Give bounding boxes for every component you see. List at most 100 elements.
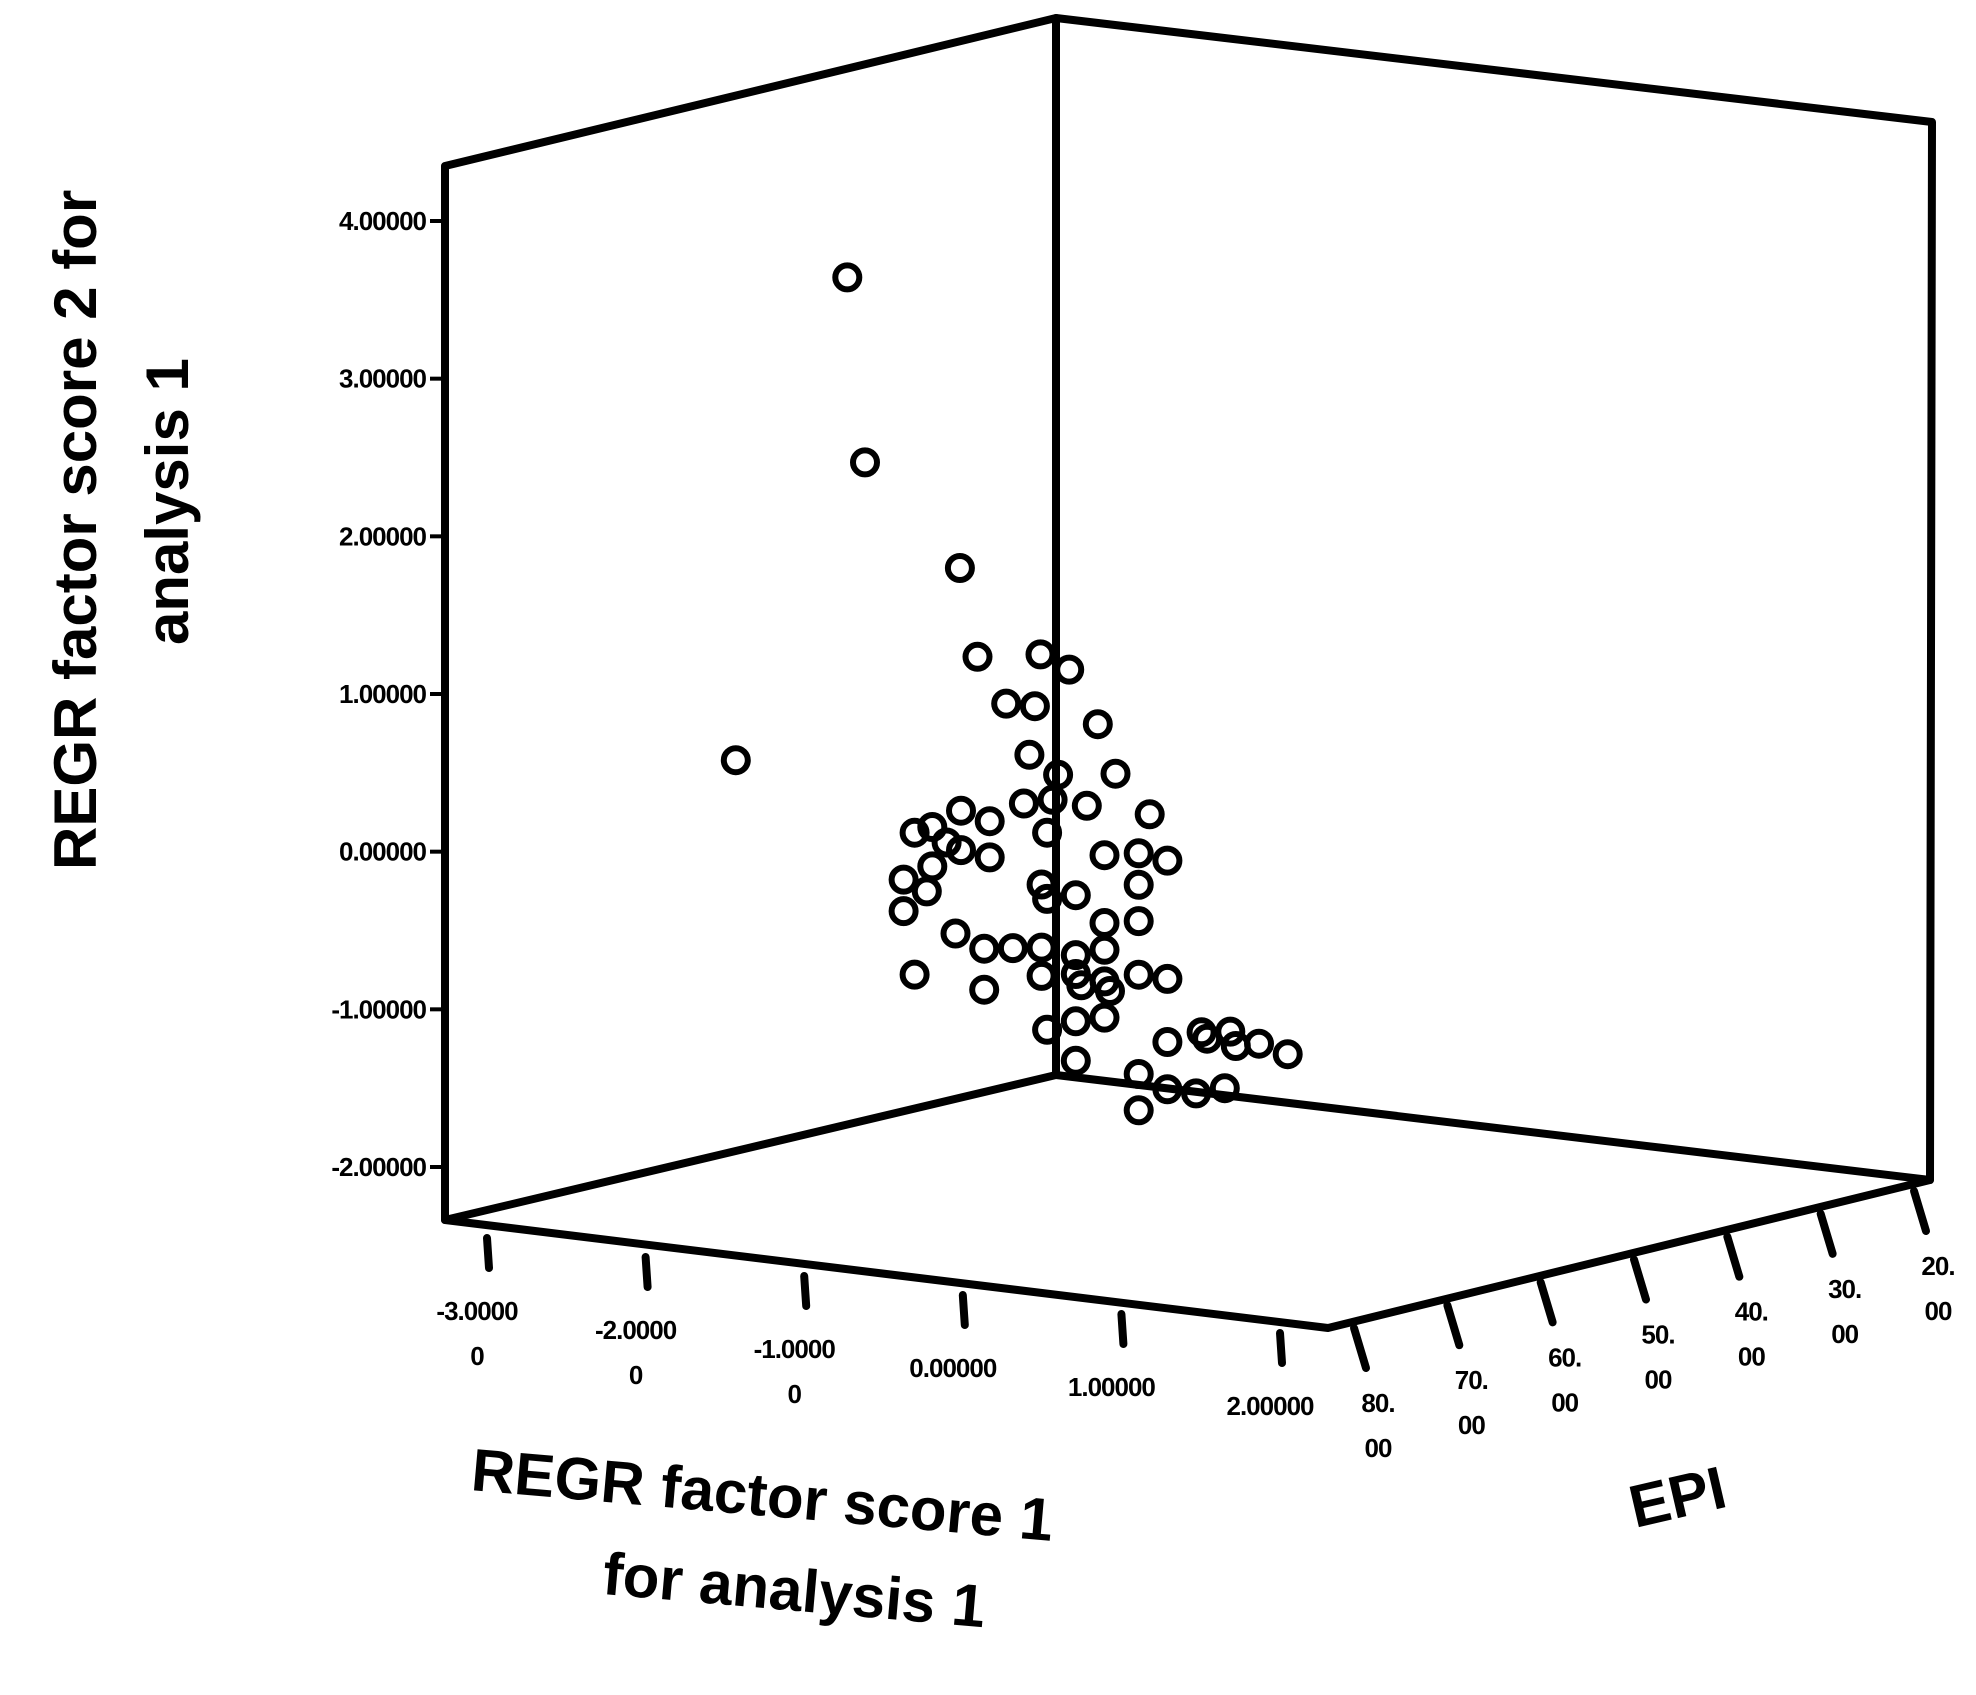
x-tick-label: 1.00000: [1068, 1372, 1156, 1402]
data-point: [1025, 639, 1056, 670]
data-point: [1123, 1095, 1154, 1126]
data-point: [1060, 880, 1091, 911]
data-point: [946, 835, 976, 866]
y-axis-title: REGR factor score 2 for analysis 1: [42, 173, 201, 870]
data-point: [1032, 883, 1063, 914]
data-point: [1152, 1074, 1183, 1105]
data-point: [899, 817, 930, 848]
data-point: [1026, 869, 1057, 900]
data-point: [1066, 970, 1097, 1001]
data-point: [1032, 817, 1063, 848]
data-point: [720, 745, 751, 776]
data-point: [1152, 1027, 1183, 1057]
data-point: [1014, 739, 1045, 770]
data-point: [940, 918, 971, 949]
back-left-wall: [441, 14, 1060, 1224]
z-tick-label: 70. 00: [1455, 1365, 1488, 1440]
z-tick: [1723, 1232, 1744, 1281]
z-tick-label: 40. 00: [1735, 1297, 1768, 1372]
x-tick-label: -2.0000 0: [595, 1315, 677, 1390]
x-tick-label: -1.0000 0: [754, 1334, 836, 1409]
data-point: [850, 447, 880, 478]
z-tick: [1910, 1187, 1930, 1235]
data-point: [1192, 1023, 1223, 1054]
z-tick: [1536, 1278, 1557, 1327]
data-point: [962, 641, 993, 672]
data-point: [1123, 906, 1154, 937]
x-tick: [641, 1253, 652, 1291]
data-point: [1082, 709, 1113, 740]
x-axis-ticks: [483, 1234, 1286, 1367]
data-point: [1089, 908, 1120, 938]
y-tick-label: 3.00000: [339, 364, 427, 394]
y-tick-label: 1.00000: [339, 679, 427, 709]
data-point: [1026, 960, 1057, 991]
y-tick-label: 0.00000: [339, 837, 427, 867]
data-point: [888, 896, 919, 927]
data-point: [997, 933, 1028, 964]
data-point: [1100, 758, 1131, 789]
data-point: [917, 851, 948, 882]
data-point: [1244, 1028, 1274, 1059]
z-tick-label: 60. 00: [1548, 1342, 1581, 1417]
data-point: [946, 795, 976, 826]
y-tick-label: 4.00000: [339, 206, 427, 236]
y-tick-label: 2.00000: [339, 521, 427, 551]
data-point: [1181, 1078, 1212, 1109]
data-point: [1272, 1039, 1303, 1070]
x-axis-title: REGR factor score 1 for analysis 1: [461, 1436, 1073, 1647]
data-point: [1095, 976, 1125, 1006]
data-point: [974, 842, 1005, 873]
data-point: [1060, 940, 1091, 971]
data-point: [1037, 784, 1068, 815]
y-tick-label: -2.00000: [331, 1152, 426, 1182]
z-tick: [1630, 1255, 1650, 1304]
data-point: [1123, 869, 1154, 900]
z-tick: [1443, 1301, 1464, 1350]
data-point: [1060, 1045, 1091, 1076]
data-point: [1071, 790, 1102, 821]
data-point: [1123, 1059, 1154, 1089]
y-tick-label: -1.00000: [331, 994, 426, 1024]
data-point: [1060, 1006, 1091, 1037]
data-point: [1032, 1014, 1063, 1045]
z-axis-title: EPI: [1623, 1454, 1732, 1541]
x-axis-tick-labels: -3.0000 0 -2.0000 0 -1.0000 0 0.00000 1.00000 2.…: [436, 1296, 1315, 1421]
data-point: [1026, 932, 1057, 963]
data-point: [1152, 963, 1183, 994]
data-point: [1123, 838, 1154, 869]
x-tick-label: -3.0000 0: [436, 1296, 518, 1371]
x-tick-label: 2.00000: [1227, 1391, 1315, 1421]
data-point: [888, 864, 919, 895]
data-point: [1134, 799, 1165, 830]
y-axis-ticks: [430, 219, 445, 1169]
data-point: [944, 553, 975, 583]
data-point: [1054, 654, 1085, 685]
x-tick: [958, 1291, 969, 1329]
data-point: [1019, 691, 1050, 722]
floor-front-edges: [441, 1176, 1934, 1332]
data-point: [969, 933, 1000, 964]
x-tick: [1276, 1329, 1286, 1367]
data-point: [1152, 845, 1183, 876]
back-right-wall: [1052, 14, 1936, 1184]
z-tick-label: 50. 00: [1641, 1320, 1674, 1395]
data-point: [1209, 1073, 1240, 1104]
data-point: [899, 959, 930, 990]
data-point: [931, 827, 962, 858]
data-point: [832, 262, 863, 293]
x-tick: [800, 1272, 811, 1310]
z-tick-label: 20. 00: [1921, 1251, 1954, 1326]
z-tick-label: 30. 00: [1828, 1274, 1861, 1349]
y-axis-tick-labels: 4.00000 3.00000 2.00000 1.00000 0.00000 -1.00…: [331, 206, 427, 1182]
data-point: [969, 974, 1000, 1005]
z-tick: [1816, 1209, 1837, 1258]
data-point: [1089, 840, 1120, 871]
x-tick: [483, 1234, 493, 1272]
z-axis-ticks: [1350, 1187, 1930, 1372]
data-point: [1089, 934, 1120, 965]
data-point: [991, 688, 1022, 719]
data-points: [720, 262, 1303, 1126]
z-axis-tick-labels: 80. 00 70. 00 60. 00 50. 00 40. 00 30. 00 20. 00: [1361, 1251, 1955, 1463]
